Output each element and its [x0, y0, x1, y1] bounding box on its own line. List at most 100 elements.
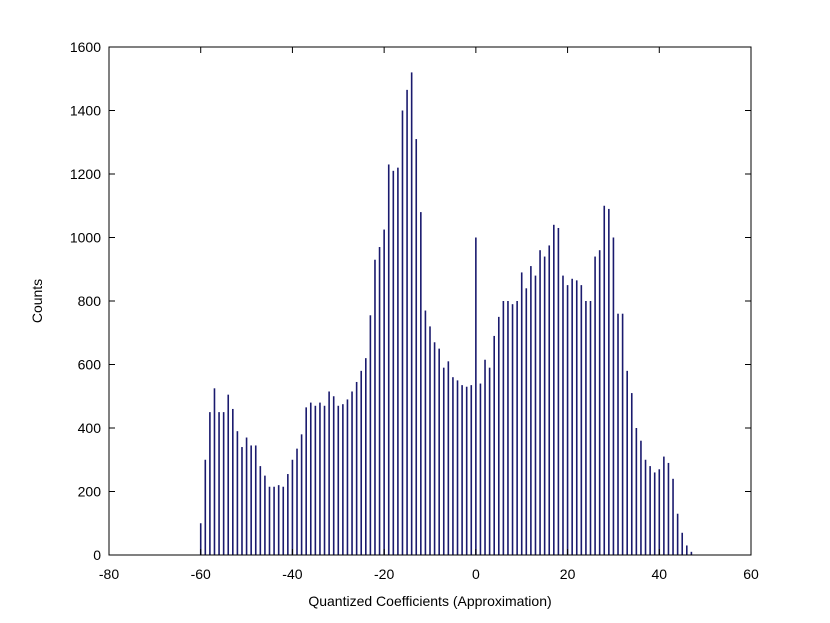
bar	[383, 229, 385, 555]
bar	[337, 405, 340, 555]
bar	[300, 434, 303, 555]
bar	[397, 167, 399, 555]
bar	[282, 486, 285, 555]
bar	[534, 275, 537, 555]
bar	[667, 462, 670, 555]
bar	[644, 459, 647, 555]
bar	[447, 361, 450, 555]
y-tick-label: 800	[78, 293, 102, 309]
bar	[392, 170, 395, 555]
bar	[204, 459, 207, 555]
bar	[264, 475, 266, 555]
bar	[580, 285, 583, 555]
bar	[309, 402, 312, 555]
bar	[557, 227, 560, 555]
x-tick-label: 40	[651, 566, 667, 582]
bar	[635, 428, 638, 555]
x-tick-label: 20	[560, 566, 576, 582]
bar	[429, 326, 431, 555]
bar	[213, 388, 216, 555]
bar	[438, 348, 440, 555]
bar	[649, 466, 651, 555]
bar	[686, 545, 688, 555]
bar	[465, 386, 468, 555]
x-tick-label: -80	[99, 566, 119, 582]
bar	[355, 381, 358, 555]
bar	[497, 316, 500, 555]
bar	[603, 205, 606, 555]
bar	[277, 485, 280, 555]
bar	[273, 486, 275, 555]
bar	[291, 459, 294, 555]
bar	[525, 288, 528, 555]
bar	[690, 551, 693, 555]
bar	[369, 315, 372, 555]
bar	[319, 402, 321, 555]
bar	[507, 301, 509, 555]
bar	[640, 440, 642, 555]
bar	[553, 224, 555, 556]
y-tick-label: 1600	[70, 39, 101, 55]
bar	[672, 478, 674, 555]
y-tick-label: 0	[93, 547, 101, 563]
y-tick-label: 1200	[70, 166, 101, 182]
bar	[296, 448, 298, 555]
bar	[406, 89, 408, 556]
bar	[365, 358, 367, 555]
bar	[342, 404, 344, 555]
bar	[268, 486, 271, 555]
bar	[530, 266, 532, 555]
bar	[589, 301, 592, 555]
bar	[470, 385, 473, 555]
bar	[493, 335, 495, 555]
bar	[608, 208, 610, 556]
bar	[626, 370, 628, 555]
bar	[456, 380, 459, 555]
bar	[511, 304, 514, 555]
bar	[630, 393, 633, 555]
y-tick-label: 1000	[70, 230, 101, 246]
bar	[420, 212, 422, 555]
bar	[502, 301, 505, 555]
bar	[222, 412, 225, 555]
bar	[328, 391, 330, 555]
y-tick-label: 200	[78, 484, 102, 500]
bar	[241, 447, 243, 555]
y-axis-label: Counts	[29, 279, 45, 323]
bar	[452, 377, 454, 555]
y-tick-label: 1400	[70, 103, 101, 119]
bar	[254, 445, 257, 555]
bar	[594, 256, 596, 555]
bar	[433, 342, 436, 555]
bar	[516, 301, 518, 555]
bar	[332, 396, 335, 555]
bar	[415, 139, 418, 555]
bar	[374, 259, 376, 555]
bar	[484, 359, 486, 555]
y-tick-label: 600	[78, 357, 102, 373]
bar	[539, 250, 541, 555]
bar	[653, 472, 656, 555]
bar	[575, 280, 578, 555]
bar	[323, 405, 326, 555]
bar	[658, 469, 661, 555]
x-axis-label: Quantized Coefficients (Approximation)	[308, 593, 551, 609]
bar	[442, 367, 445, 555]
bar	[424, 310, 427, 555]
bar	[612, 237, 615, 555]
bar	[314, 405, 317, 555]
bar	[520, 272, 523, 555]
bar	[461, 385, 463, 555]
bar	[598, 250, 601, 555]
bar	[387, 164, 390, 555]
bar	[585, 301, 587, 555]
bar	[218, 412, 220, 555]
bar	[199, 523, 202, 555]
x-tick-label: -60	[191, 566, 211, 582]
bar	[410, 72, 413, 556]
bar	[346, 399, 349, 555]
bar	[287, 474, 289, 555]
bar	[676, 513, 679, 555]
y-tick-label: 400	[78, 420, 102, 436]
